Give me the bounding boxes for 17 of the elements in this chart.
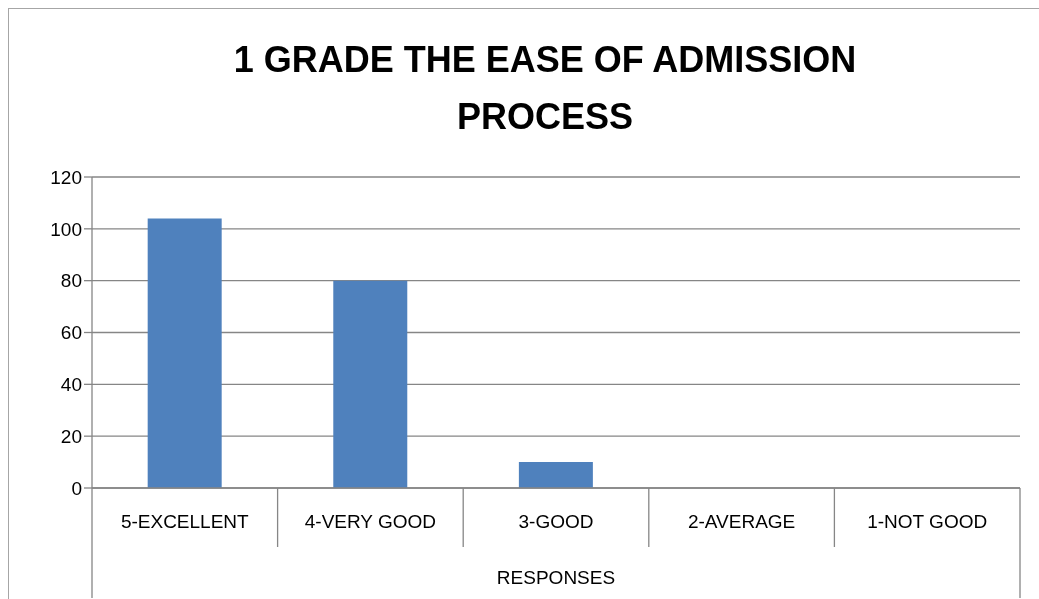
- y-tick-label: 100: [49, 218, 82, 240]
- y-tick-label: 120: [49, 166, 82, 188]
- bar: [147, 217, 222, 488]
- chart-title: 1 GRADE THE EASE OF ADMISSION PROCESS: [232, 38, 858, 139]
- x-axis-title: RESPONSES: [496, 566, 615, 588]
- y-tick-label: 0: [70, 477, 82, 499]
- y-tick-label: 40: [60, 373, 82, 395]
- bar: [518, 461, 593, 488]
- x-tick-label: 3-GOOD: [518, 510, 593, 531]
- y-tick-label: 20: [60, 425, 82, 447]
- x-tick-label: 4-VERY GOOD: [304, 510, 436, 531]
- y-tick-label: 60: [60, 321, 82, 343]
- x-tick-label: 5-EXCELLENT: [120, 510, 249, 531]
- x-tick-label: 2-AVERAGE: [687, 510, 795, 531]
- y-tick-label: 80: [60, 269, 82, 291]
- x-tick-label: 1-NOT GOOD: [866, 510, 987, 531]
- bar: [332, 280, 407, 488]
